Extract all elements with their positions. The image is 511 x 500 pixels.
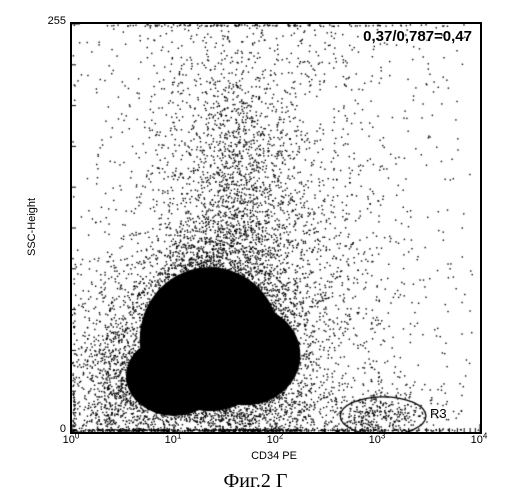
x-tick-label-0: 100	[58, 434, 84, 446]
x-tick-label-2: 102	[262, 434, 288, 446]
y-tick-label-255: 255	[36, 15, 66, 27]
figure-caption: Фиг.2 Г	[0, 470, 511, 493]
x-tick-label-4: 104	[466, 434, 492, 446]
y-axis-title: SSC-Height	[26, 198, 38, 256]
gate-R3-label: R3	[430, 406, 447, 421]
scatter-plot	[70, 22, 482, 434]
y-tick-label-0: 0	[36, 423, 66, 435]
scatter-canvas	[70, 22, 482, 434]
ratio-annotation: 0,37/0,787=0,47	[363, 28, 472, 45]
x-tick-label-3: 103	[364, 434, 390, 446]
x-axis-title: CD34 PE	[70, 450, 478, 462]
x-tick-label-1: 101	[160, 434, 186, 446]
